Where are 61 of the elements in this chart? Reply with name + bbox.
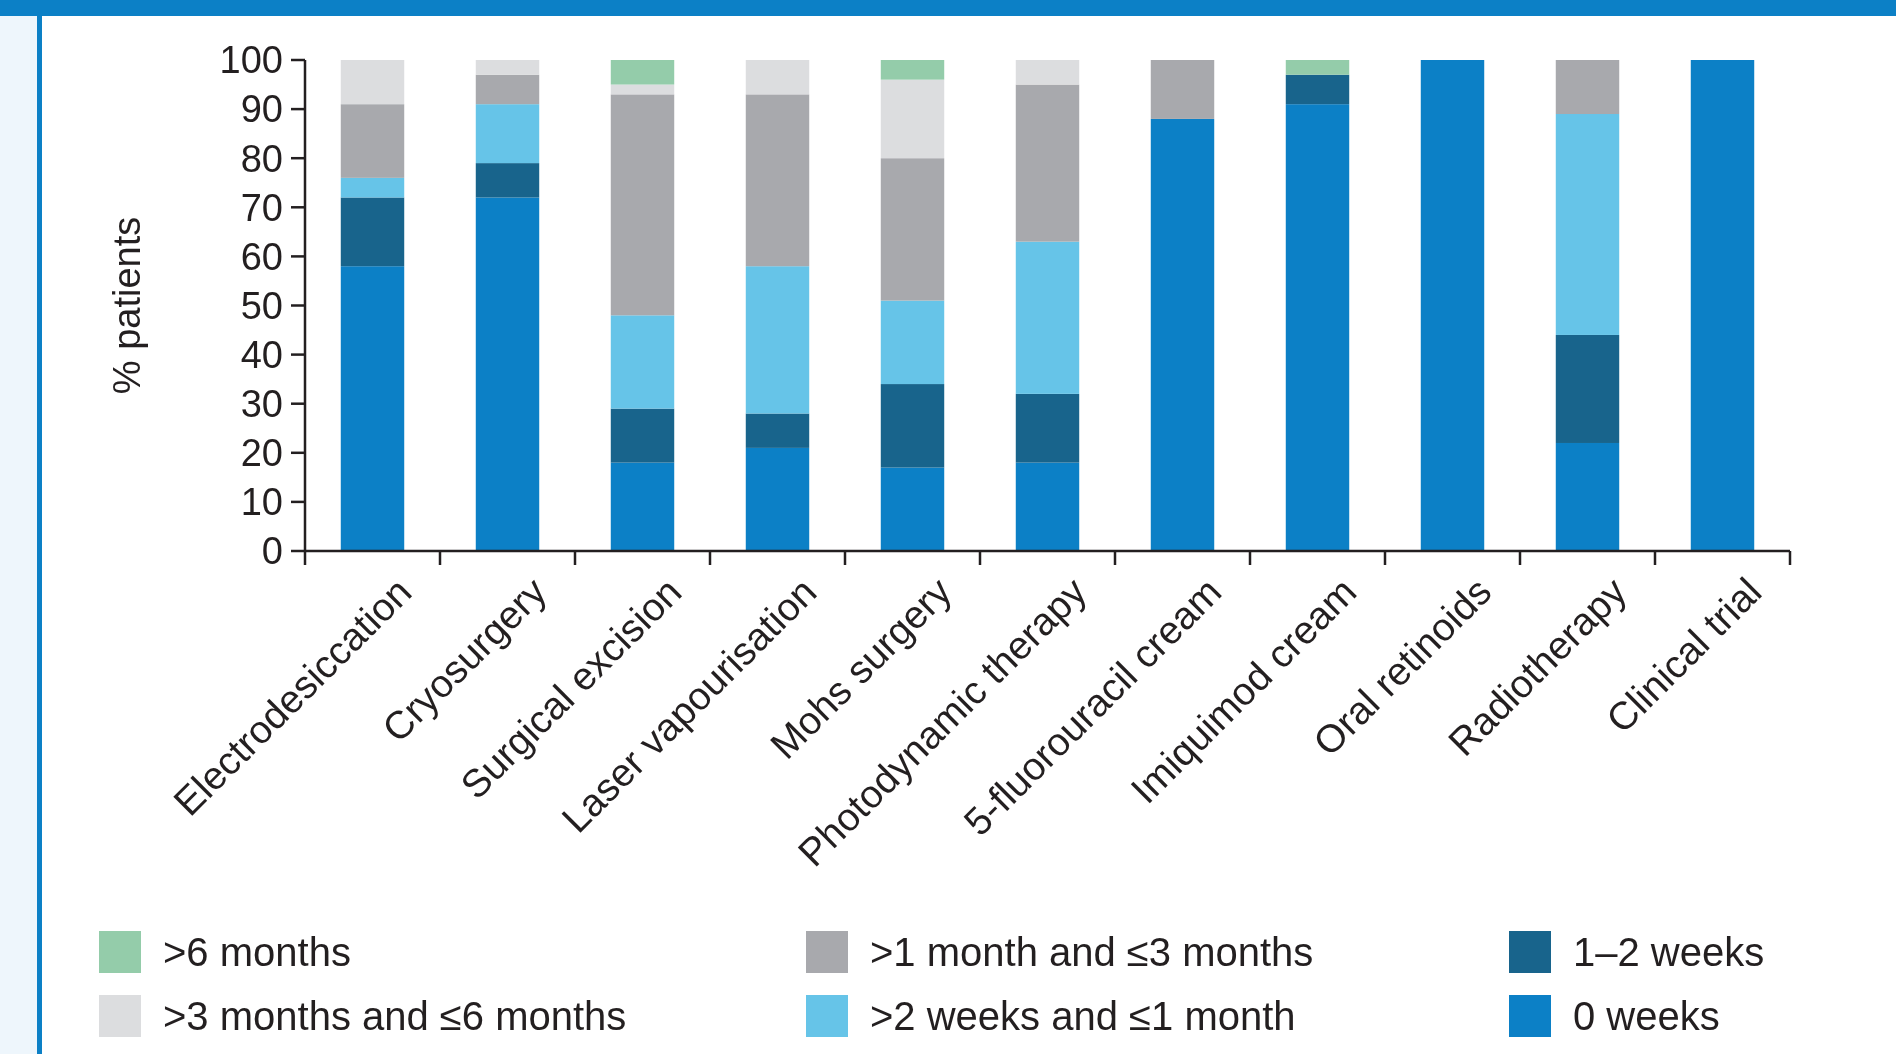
bar: [340, 177, 405, 198]
bar: [1690, 60, 1755, 551]
bar: [340, 60, 405, 105]
bar: [340, 266, 405, 551]
bar: [475, 163, 540, 198]
bar: [340, 104, 405, 178]
bar: [475, 60, 540, 75]
y-tick-label: 40: [240, 333, 283, 376]
bar: [340, 197, 405, 267]
y-tick-label: 0: [261, 530, 283, 573]
bar: [610, 84, 675, 95]
y-tick-label: 10: [240, 481, 283, 524]
bar: [1150, 118, 1215, 551]
bar: [610, 315, 675, 409]
bar: [745, 413, 810, 448]
bar: [1555, 114, 1620, 335]
legend-label: >2 weeks and ≤1 month: [870, 994, 1296, 1038]
bar: [610, 408, 675, 463]
y-tick-label: 50: [240, 284, 283, 327]
bar: [610, 462, 675, 551]
bar: [1555, 334, 1620, 443]
bar: [1285, 74, 1350, 105]
bar: [1285, 60, 1350, 75]
bar: [745, 60, 810, 95]
bar: [880, 158, 945, 301]
bar: [745, 266, 810, 414]
legend-label: >1 month and ≤3 months: [870, 930, 1314, 974]
bar: [1555, 60, 1620, 115]
y-tick-label: 80: [240, 137, 283, 180]
bar: [880, 467, 945, 551]
legend-label: >6 months: [163, 930, 351, 974]
bar: [1015, 60, 1080, 85]
bar: [1015, 393, 1080, 463]
bar: [745, 94, 810, 267]
bar: [1150, 60, 1215, 119]
bar: [475, 197, 540, 551]
y-tick-label: 100: [219, 39, 283, 82]
bar: [610, 60, 675, 85]
bar: [610, 94, 675, 316]
bar: [475, 74, 540, 105]
bar: [880, 384, 945, 468]
legend-label: 1–2 weeks: [1573, 930, 1765, 974]
bar: [880, 300, 945, 385]
bar: [475, 104, 540, 164]
y-tick-label: 70: [240, 186, 283, 229]
bar: [880, 79, 945, 159]
bar: [1285, 104, 1350, 551]
legend-label: 0 weeks: [1573, 994, 1720, 1038]
bar: [1555, 442, 1620, 551]
y-tick-label: 20: [240, 432, 283, 475]
bar: [1015, 84, 1080, 242]
bar: [1015, 241, 1080, 394]
bar: [1015, 462, 1080, 551]
y-axis-title: % patients: [106, 216, 148, 395]
bar: [745, 447, 810, 551]
bar: [1420, 60, 1485, 551]
y-tick-label: 90: [240, 88, 283, 131]
bar: [880, 60, 945, 80]
y-tick-label: 30: [240, 383, 283, 425]
legend-label: >3 months and ≤6 months: [163, 994, 627, 1038]
y-tick-label: 60: [240, 235, 283, 278]
